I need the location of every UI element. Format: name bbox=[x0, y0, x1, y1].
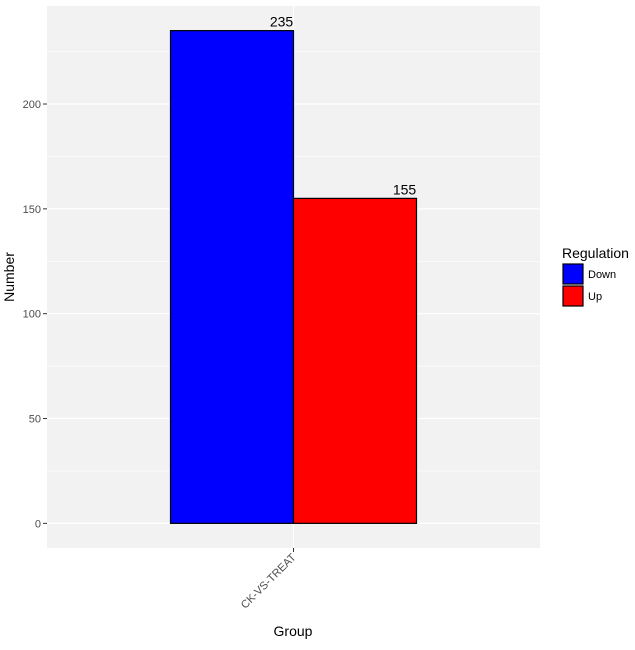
bar-up bbox=[292, 197, 418, 524]
y-tick-label: 100 bbox=[23, 309, 41, 321]
legend-key-down bbox=[562, 263, 584, 285]
legend-label-up: Up bbox=[588, 291, 602, 303]
legend-label-down: Down bbox=[588, 269, 616, 281]
legend-key-up bbox=[562, 285, 584, 307]
bar-down bbox=[169, 30, 295, 524]
bar-labels: 235 155 bbox=[270, 14, 417, 198]
y-tick-label: 200 bbox=[23, 99, 41, 111]
bars bbox=[169, 30, 418, 524]
x-tick-label: CK-VS-TREAT bbox=[239, 551, 299, 611]
legend-title: Regulation bbox=[562, 245, 629, 261]
y-axis-title: Number bbox=[1, 252, 17, 302]
legend: Regulation Down Up bbox=[562, 245, 629, 307]
y-axis: 0 50 100 150 200 bbox=[23, 99, 47, 530]
y-tick-label: 0 bbox=[35, 518, 41, 530]
x-axis-title: Group bbox=[274, 623, 313, 639]
y-tick-label: 150 bbox=[23, 204, 41, 216]
y-tick-label: 50 bbox=[29, 414, 41, 426]
x-axis: CK-VS-TREAT bbox=[239, 548, 299, 611]
data-label-down: 235 bbox=[270, 14, 294, 30]
data-label-up: 155 bbox=[393, 181, 417, 197]
